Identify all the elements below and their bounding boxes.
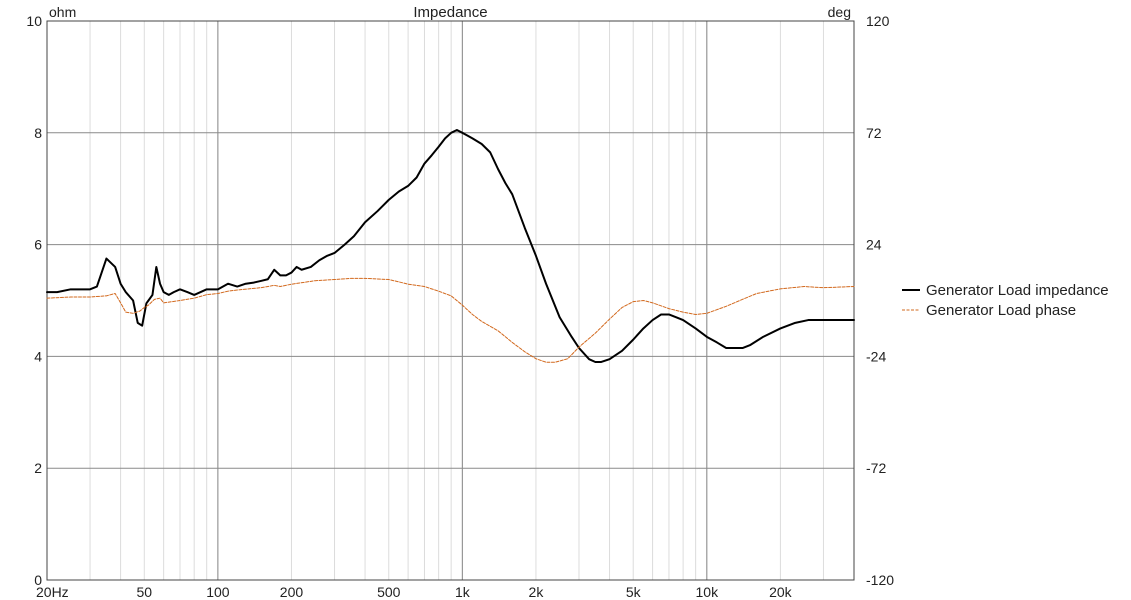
- x-tick-label: 10k: [696, 584, 720, 600]
- x-tick-label: 1k: [455, 584, 471, 600]
- major-grid: [47, 21, 854, 580]
- y2-tick-label: -24: [866, 348, 886, 364]
- left-axis-unit: ohm: [49, 4, 76, 20]
- x-tick-label: 200: [280, 584, 304, 600]
- chart-title: Impedance: [413, 4, 487, 21]
- y-tick-label: 2: [34, 460, 42, 476]
- y-tick-label: 10: [26, 13, 42, 29]
- x-tick-label: 20Hz: [36, 584, 69, 600]
- phase-series-line: [46, 277, 855, 363]
- right-axis-unit: deg: [828, 4, 851, 20]
- y-tick-label: 8: [34, 125, 42, 141]
- x-tick-label: 500: [377, 584, 401, 600]
- y2-tick-label: -72: [866, 460, 886, 476]
- x-tick-label: 2k: [529, 584, 545, 600]
- y-tick-label: 4: [34, 348, 42, 364]
- y2-tick-label: 24: [866, 237, 882, 253]
- y-tick-label: 6: [34, 237, 42, 253]
- impedance-series-line: [46, 129, 855, 363]
- y2-tick-label: -120: [866, 572, 894, 588]
- plot-frame: [46, 20, 855, 581]
- y2-tick-label: 120: [866, 13, 890, 29]
- x-tick-label: 5k: [626, 584, 642, 600]
- legend-label-impedance: Generator Load impedance: [926, 282, 1109, 299]
- y2-tick-label: 72: [866, 125, 882, 141]
- series-layer: [46, 129, 855, 363]
- legend-label-phase: Generator Load phase: [926, 302, 1076, 319]
- x-tick-label: 100: [206, 584, 230, 600]
- minor-grid: [89, 21, 824, 580]
- x-tick-label: 50: [136, 584, 152, 600]
- legend: Generator Load impedance Generator Load …: [902, 282, 1109, 319]
- tick-labels: 20Hz 50 100 200 500 1k 2k 5k 10k 20k0246810-120-7…: [26, 13, 894, 600]
- x-tick-label: 20k: [769, 584, 793, 600]
- y-tick-label: 0: [34, 572, 42, 588]
